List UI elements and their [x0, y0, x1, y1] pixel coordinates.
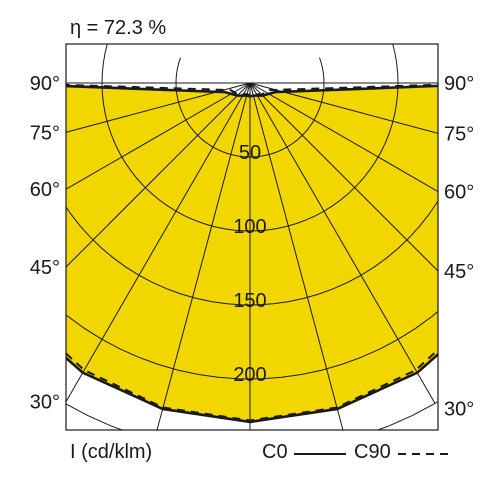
- radial-label: 100: [233, 216, 266, 238]
- radial-label: 50: [239, 142, 261, 164]
- angle-label-left: 90°: [30, 73, 60, 95]
- angle-label-left: 45°: [30, 257, 60, 279]
- angle-label-left: 75°: [30, 122, 60, 144]
- legend-c90-label: C90: [354, 441, 391, 463]
- angle-label-left: 30°: [30, 392, 60, 414]
- angle-label-left: 60°: [30, 179, 60, 201]
- radial-label: 200: [233, 364, 266, 386]
- angle-label-right: 75°: [444, 123, 474, 145]
- angle-label-right: 90°: [444, 73, 474, 95]
- angle-label-right: 45°: [444, 261, 474, 283]
- axis-unit-label: I (cd/klm): [70, 441, 152, 463]
- chart-title: η = 72.3 %: [70, 17, 166, 39]
- legend-c0-label: C0: [262, 441, 288, 463]
- radial-label: 150: [233, 290, 266, 312]
- angle-label-right: 30°: [444, 399, 474, 421]
- angle-label-right: 60°: [444, 182, 474, 204]
- polar-light-distribution-chart: 30° 30° 45° 45° 60° 60° 75° 75° 90° 90° 50 100 150 20…: [0, 0, 500, 500]
